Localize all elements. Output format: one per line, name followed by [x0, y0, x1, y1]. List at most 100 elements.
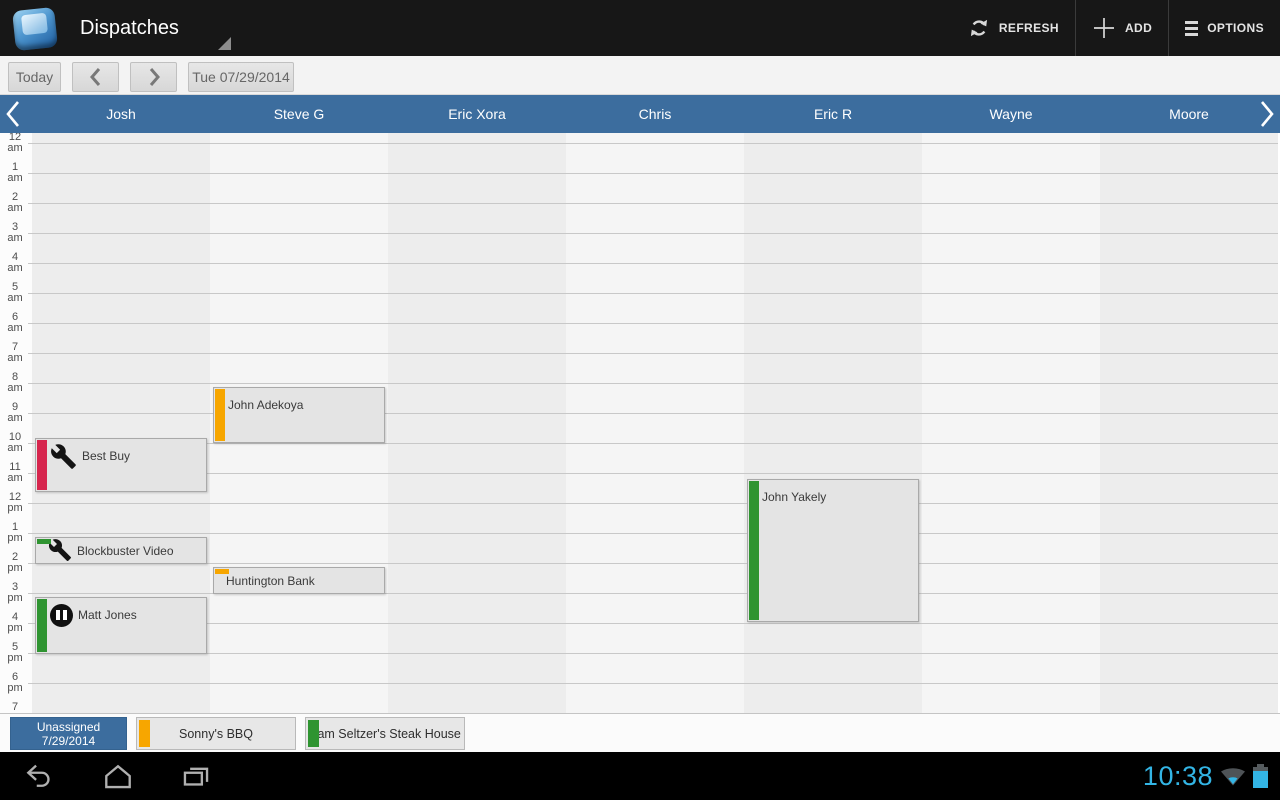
- dispatch-event-best-buy[interactable]: Best Buy: [35, 438, 207, 492]
- time-label: 11 am: [7, 461, 23, 484]
- status-tray[interactable]: 10:38: [1143, 761, 1280, 792]
- unscheduled-bar: Unassigned 7/29/2014 Sonny's BBQ Sam Selt…: [0, 713, 1280, 752]
- hour-gridline: [28, 623, 1278, 624]
- grid-column-moore[interactable]: [1100, 133, 1278, 713]
- event-color-bar: [37, 440, 47, 490]
- options-button[interactable]: OPTIONS: [1168, 0, 1280, 56]
- column-header-moore[interactable]: Moore: [1169, 106, 1209, 122]
- unassigned-date: 7/29/2014: [41, 733, 96, 748]
- time-label: 3 am: [7, 221, 23, 244]
- hour-gridline: [28, 143, 1278, 144]
- schedule-grid: 12 am 1 am 2 am 3 am 4 am 5 am 6 am 7 am 8 am 9 am 10 am 11 am 1…: [0, 133, 1280, 713]
- system-navigation-bar: 10:38: [0, 752, 1280, 800]
- column-headers: Josh Steve G Eric Xora Chris Eric R Wayne Moor…: [32, 95, 1278, 133]
- resource-header: Josh Steve G Eric Xora Chris Eric R Wayne Moor…: [0, 95, 1280, 133]
- home-button[interactable]: [102, 761, 134, 791]
- dispatch-event-john-yakely[interactable]: John Yakely: [747, 479, 919, 622]
- dispatch-event-huntington-bank[interactable]: Huntington Bank: [213, 567, 385, 594]
- column-header-eric-r[interactable]: Eric R: [813, 106, 853, 122]
- hour-gridline: [28, 173, 1278, 174]
- chevron-right-icon: [149, 68, 160, 86]
- hour-gridline: [28, 233, 1278, 234]
- hour-gridline: [28, 383, 1278, 384]
- date-toolbar: Today Tue 07/29/2014: [0, 56, 1280, 95]
- hour-gridline: [28, 473, 1278, 474]
- event-title: Huntington Bank: [226, 573, 315, 588]
- chevron-left-icon: [89, 68, 100, 86]
- recent-apps-button[interactable]: [180, 761, 212, 791]
- date-button[interactable]: Tue 07/29/2014: [188, 62, 294, 92]
- prev-day-button[interactable]: [72, 62, 119, 92]
- hour-gridline: [28, 443, 1278, 444]
- event-color-bar: [37, 599, 47, 652]
- time-label: 12 am: [7, 133, 23, 154]
- home-icon: [105, 764, 131, 789]
- grid-column-eric-r[interactable]: [744, 133, 922, 713]
- grid-column-eric-xora[interactable]: [388, 133, 566, 713]
- unscheduled-item-sonny-s-bbq[interactable]: Sonny's BBQ: [136, 717, 296, 750]
- dispatch-event-matt-jones[interactable]: Matt Jones: [35, 597, 207, 654]
- hour-gridline: [28, 503, 1278, 504]
- event-title: John Adekoya: [228, 398, 304, 412]
- event-color-bar: [749, 481, 759, 620]
- unassigned-button[interactable]: Unassigned 7/29/2014: [10, 717, 127, 750]
- hour-gridline: [28, 593, 1278, 594]
- column-header-eric-xora[interactable]: Eric Xora: [448, 106, 506, 122]
- clock: 10:38: [1142, 760, 1213, 791]
- hour-gridline: [28, 203, 1278, 204]
- refresh-icon: [970, 19, 987, 37]
- back-icon: [26, 764, 50, 787]
- recent-apps-icon: [183, 767, 209, 786]
- time-label: 2 am: [7, 191, 23, 214]
- column-header-wayne[interactable]: Wayne: [989, 106, 1033, 122]
- event-color-bar: [215, 389, 225, 441]
- back-button[interactable]: [24, 761, 56, 791]
- add-label: ADD: [1124, 21, 1153, 35]
- chevron-left-icon: [6, 101, 19, 127]
- chevron-right-icon: [1261, 101, 1274, 127]
- scroll-resources-left-button[interactable]: [2, 99, 24, 129]
- today-button[interactable]: Today: [8, 62, 61, 92]
- column-header-josh[interactable]: Josh: [106, 106, 136, 122]
- time-label: 1 pm: [7, 521, 23, 544]
- event-color-strip: [37, 539, 51, 544]
- hour-gridline: [28, 563, 1278, 564]
- item-label: Sam Seltzer's Steak House: [309, 726, 461, 741]
- time-label: 6 am: [7, 311, 23, 334]
- options-label: OPTIONS: [1207, 21, 1264, 35]
- time-label: 5 am: [7, 281, 23, 304]
- time-label: 4 am: [7, 251, 23, 274]
- time-label: 12 pm: [7, 491, 23, 514]
- time-label: 9 am: [7, 401, 23, 424]
- unassigned-label: Unassigned: [36, 719, 101, 734]
- grid-column-chris[interactable]: [566, 133, 744, 713]
- column-header-steve-g[interactable]: Steve G: [273, 106, 325, 122]
- wifi-icon: [1221, 768, 1245, 786]
- next-day-button[interactable]: [130, 62, 177, 92]
- battery-icon: [1253, 764, 1268, 788]
- item-color-bar: [308, 720, 319, 747]
- action-bar: Dispatches REFRESH ADD O: [0, 0, 1280, 56]
- refresh-button[interactable]: REFRESH: [952, 0, 1075, 56]
- spinner-caret-icon: [218, 37, 231, 50]
- app-icon-key-top: [21, 12, 48, 36]
- column-header-chris[interactable]: Chris: [638, 106, 672, 122]
- event-color-strip: [215, 569, 229, 574]
- scroll-resources-right-button[interactable]: [1256, 99, 1278, 129]
- item-color-bar: [139, 720, 150, 747]
- dispatch-event-john-adekoya[interactable]: John Adekoya: [213, 387, 385, 443]
- options-icon: [1185, 20, 1199, 36]
- page-title: Dispatches: [80, 16, 179, 39]
- time-label: 7 am: [7, 341, 23, 364]
- unscheduled-item-sam-seltzer-s-steak-house[interactable]: Sam Seltzer's Steak House: [305, 717, 465, 750]
- hour-gridline: [28, 293, 1278, 294]
- app-icon[interactable]: [12, 5, 58, 52]
- add-button[interactable]: ADD: [1074, 0, 1168, 56]
- event-title: Blockbuster Video: [77, 543, 174, 558]
- title-spinner[interactable]: Dispatches: [58, 0, 231, 56]
- dispatch-event-blockbuster-video[interactable]: Blockbuster Video: [35, 537, 207, 564]
- time-gutter: [0, 133, 32, 713]
- grid-column-wayne[interactable]: [922, 133, 1100, 713]
- event-title: Matt Jones: [78, 608, 137, 622]
- plus-icon: [1093, 18, 1114, 38]
